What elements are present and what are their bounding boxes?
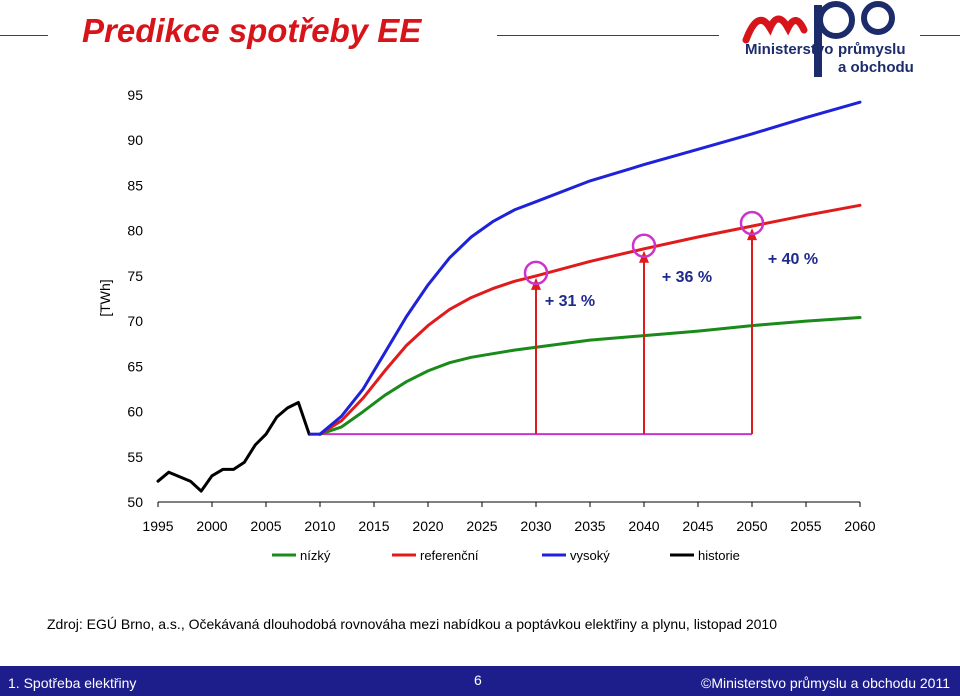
logo-text-ministerstvo: Ministerstvo <box>745 41 834 58</box>
y-tick-label: 95 <box>127 87 143 103</box>
logo-text-obchodu: a obchodu <box>838 59 914 76</box>
footer-bar: 1. Spotřeba elektřiny 6 ©Ministerstvo pr… <box>0 666 960 696</box>
page-title: Predikce spotřeby EE <box>82 12 422 49</box>
y-tick-label: 75 <box>127 268 143 284</box>
x-tick-label: 1995 <box>142 518 173 534</box>
x-tick-label: 2035 <box>574 518 605 534</box>
footer-copyright: ©Ministerstvo průmyslu a obchodu 2011 <box>701 675 950 691</box>
y-axis-label: [TWh] <box>97 279 113 316</box>
legend-label-historie: historie <box>698 548 740 563</box>
y-tick-label: 60 <box>127 404 143 420</box>
marker-circle <box>631 233 657 259</box>
page-number: 6 <box>474 672 482 688</box>
header-rule-left <box>0 35 48 36</box>
series-line-referencni <box>318 203 862 436</box>
x-tick-label: 2040 <box>628 518 659 534</box>
source-note: Zdroj: EGÚ Brno, a.s., Očekávaná dlouhod… <box>47 616 778 632</box>
x-tick-label: 2015 <box>358 518 389 534</box>
y-tick-label: 55 <box>127 449 143 465</box>
chart-series <box>156 100 862 493</box>
series-line-historie <box>156 401 311 493</box>
x-tick-label: 2020 <box>412 518 443 534</box>
x-tick-label: 2010 <box>304 518 335 534</box>
x-tick-label: 2060 <box>844 518 875 534</box>
x-tick-label: 2030 <box>520 518 551 534</box>
legend-label-nizky: nízký <box>300 548 331 563</box>
logo-text-prumyslu: průmyslu <box>838 41 906 58</box>
header-rule-middle <box>497 35 719 36</box>
marker-label: + 40 % <box>768 251 818 268</box>
x-tick-label: 2050 <box>736 518 767 534</box>
y-tick-label: 90 <box>127 132 143 148</box>
x-tick-label: 2025 <box>466 518 497 534</box>
header-rule-right <box>920 35 960 36</box>
x-tick-label: 2045 <box>682 518 713 534</box>
legend-label-referencni: referenční <box>420 548 479 563</box>
chart-axes: 50 55 60 65 70 75 80 85 90 95 1995 2000 2005 2010 2015… <box>127 87 875 534</box>
marker-circle <box>523 260 549 286</box>
y-tick-label: 65 <box>127 358 143 374</box>
y-tick-label: 70 <box>127 313 143 329</box>
marker-label: + 36 % <box>662 269 712 286</box>
footer-section: 1. Spotřeba elektřiny <box>8 675 137 691</box>
y-tick-label: 85 <box>127 177 143 193</box>
x-tick-label: 2055 <box>790 518 821 534</box>
x-tick-label: 2005 <box>250 518 281 534</box>
consumption-forecast-chart: [TWh] 50 55 60 65 70 75 80 85 90 95 1995 2000 2005 20… <box>97 87 876 563</box>
marker-circle <box>739 210 765 236</box>
legend-label-vysoky: vysoký <box>570 548 610 563</box>
chart-markers: + 31 % + 36 % + 40 % <box>523 210 818 435</box>
chart-legend: nízký referenční vysoký historie <box>272 548 740 563</box>
series-line-vysoky <box>318 100 862 436</box>
y-tick-label: 80 <box>127 223 143 239</box>
y-tick-label: 50 <box>127 494 143 510</box>
series-line-nizky <box>318 316 862 436</box>
marker-label: + 31 % <box>545 293 595 310</box>
mpo-logo-icon <box>742 1 895 77</box>
x-tick-label: 2000 <box>196 518 227 534</box>
